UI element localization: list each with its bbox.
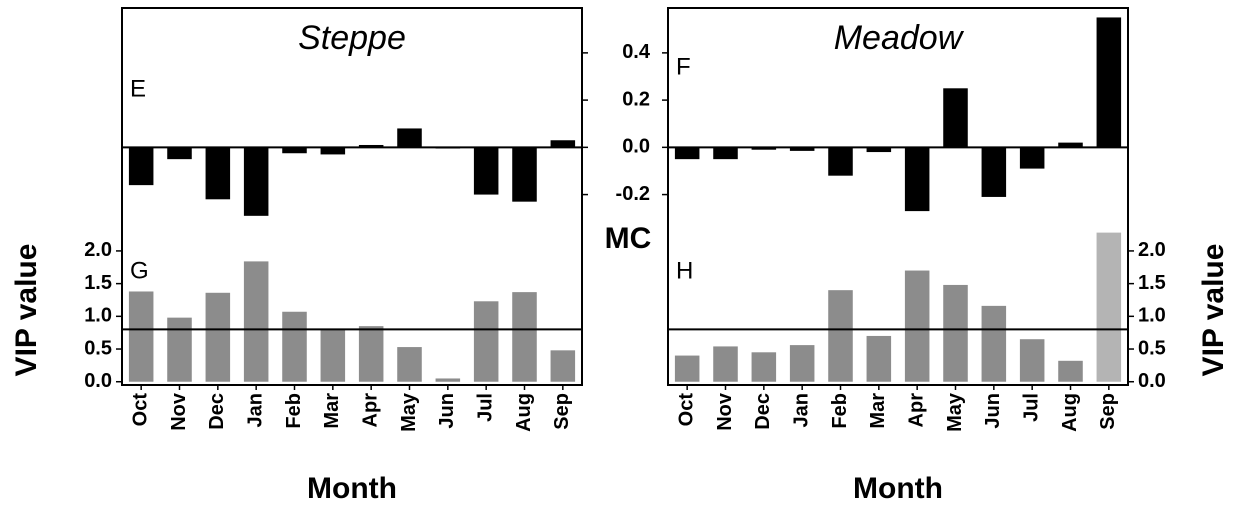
mc-axis-title: MC <box>605 222 652 255</box>
vip-bar <box>904 270 930 382</box>
panel-title: Meadow <box>834 19 965 57</box>
x-tick-label: May <box>944 392 966 432</box>
x-tick-label: Oct <box>129 393 151 427</box>
y-tick-label: 0.5 <box>84 337 112 359</box>
x-tick-label: Nov <box>168 392 190 431</box>
vip-bar <box>435 378 461 382</box>
vip-bar <box>789 345 815 382</box>
mc-bar <box>1096 17 1122 148</box>
vip-bar <box>943 284 968 382</box>
mc-bar <box>397 128 422 148</box>
vip-bar <box>358 326 384 382</box>
x-tick-label: Jan <box>244 393 266 427</box>
y-tick-label: 0.0 <box>1138 370 1166 392</box>
x-tick-label: Jan <box>790 393 812 427</box>
mc-bar <box>282 147 307 154</box>
mc-bar <box>128 147 154 186</box>
y-tick-label: 2.0 <box>1138 239 1166 261</box>
vip-bar <box>473 301 499 382</box>
vip-bar <box>674 355 700 382</box>
y-axis-title: VIP value <box>10 244 43 377</box>
vip-bar <box>320 329 346 382</box>
mc-y-tick-label: 0.0 <box>622 136 650 158</box>
mc-bar <box>866 147 892 153</box>
vip-bar <box>751 352 777 382</box>
mc-bar <box>828 147 853 176</box>
vip-bar <box>550 350 576 382</box>
x-tick-label: Oct <box>675 393 697 427</box>
vip-bar <box>713 346 738 382</box>
x-tick-label: Mar <box>321 393 343 429</box>
mc-bar <box>981 147 1007 197</box>
vip-bar <box>397 347 422 382</box>
vip-bar <box>205 292 231 382</box>
panel-frame <box>121 7 583 386</box>
mc-bar <box>1058 142 1083 148</box>
vip-bar <box>128 291 154 382</box>
mc-bar <box>674 147 700 160</box>
vip-bar <box>1019 339 1045 382</box>
panel-label: E <box>130 75 146 102</box>
vip-bar <box>866 335 892 382</box>
mc-bar <box>512 147 537 202</box>
mc-bar <box>789 147 815 151</box>
y-axis-title: VIP value <box>1197 244 1230 377</box>
vip-bar <box>167 317 192 382</box>
mc-bar <box>358 144 384 148</box>
x-tick-label: May <box>398 392 420 432</box>
x-tick-label: Feb <box>829 393 851 429</box>
y-tick-label: 1.0 <box>1138 305 1166 327</box>
mc-bar <box>473 147 499 195</box>
y-tick-label: 1.5 <box>1138 272 1166 294</box>
panel-label: H <box>676 257 693 284</box>
mc-bar <box>243 147 269 216</box>
mc-bar <box>205 147 231 200</box>
y-tick-label: 2.0 <box>84 239 112 261</box>
x-tick-label: Jun <box>982 393 1004 429</box>
x-tick-label: Aug <box>513 393 535 432</box>
mc-bar <box>167 147 192 160</box>
mc-bar <box>1019 147 1045 169</box>
x-axis-title: Month <box>853 472 943 505</box>
vip-bar <box>1096 232 1122 382</box>
x-tick-label: Aug <box>1059 393 1081 432</box>
vip-bar <box>512 292 537 382</box>
vip-bar <box>243 261 269 382</box>
x-tick-label: Mar <box>867 393 889 429</box>
y-tick-label: 1.5 <box>84 272 112 294</box>
x-tick-label: Apr <box>905 393 927 428</box>
mc-bar <box>320 147 346 155</box>
x-tick-label: Feb <box>283 393 305 429</box>
x-tick-label: Sep <box>551 393 573 430</box>
panel-frame <box>667 7 1129 386</box>
mc-bar <box>943 88 968 148</box>
mc-bar <box>713 147 738 160</box>
x-tick-label: Sep <box>1097 393 1119 430</box>
x-tick-label: Dec <box>206 393 228 430</box>
vip-bar <box>282 311 307 382</box>
x-axis-title: Month <box>307 472 397 505</box>
panel-label: G <box>130 257 149 284</box>
x-tick-label: Jul <box>474 393 496 422</box>
x-tick-label: Nov <box>714 392 736 431</box>
panel-title: Steppe <box>298 19 406 57</box>
mc-bar <box>904 147 930 212</box>
panel-label: F <box>676 53 691 80</box>
x-tick-label: Jul <box>1020 393 1042 422</box>
mc-bar <box>751 147 777 150</box>
y-tick-label: 0.5 <box>1138 337 1166 359</box>
mc-y-tick-label: 0.4 <box>622 41 651 63</box>
x-tick-label: Dec <box>752 393 774 430</box>
vip-bar <box>981 305 1007 382</box>
x-tick-label: Apr <box>359 393 381 428</box>
mc-y-tick-label: 0.2 <box>622 88 650 110</box>
y-tick-label: 0.0 <box>84 370 112 392</box>
vip-bar <box>1058 360 1083 382</box>
mc-bar <box>550 140 576 148</box>
x-tick-label: Jun <box>436 393 458 429</box>
y-tick-label: 1.0 <box>84 305 112 327</box>
mc-y-tick-label: -0.2 <box>616 183 650 205</box>
vip-bar <box>828 290 853 382</box>
